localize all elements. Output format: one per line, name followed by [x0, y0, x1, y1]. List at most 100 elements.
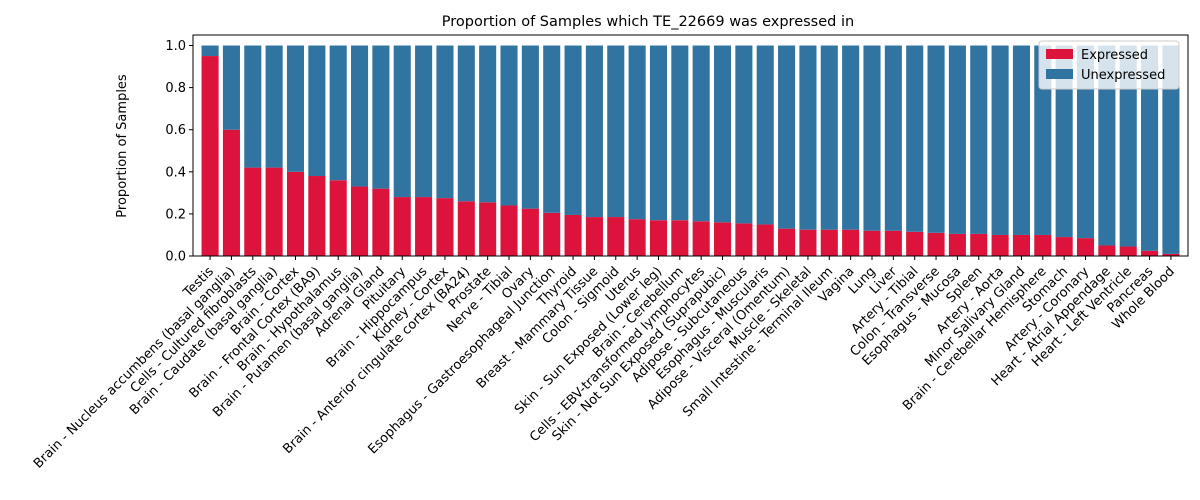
- bar-expressed: [479, 202, 497, 256]
- bar-unexpressed: [457, 45, 475, 202]
- bar-unexpressed: [585, 45, 603, 218]
- bar-expressed: [713, 222, 732, 256]
- bar-unexpressed: [863, 45, 881, 231]
- bar-expressed: [799, 229, 817, 256]
- bar-unexpressed: [778, 45, 796, 229]
- bar-unexpressed: [649, 45, 668, 221]
- bar-unexpressed: [415, 45, 433, 198]
- bar-expressed: [1119, 246, 1137, 256]
- bar-unexpressed: [244, 45, 262, 168]
- bar-unexpressed: [564, 45, 582, 215]
- bar-expressed: [286, 171, 305, 256]
- bar-unexpressed: [948, 45, 966, 234]
- bar-expressed: [820, 229, 838, 256]
- bar-expressed: [628, 219, 646, 256]
- bar-expressed: [457, 201, 475, 256]
- bar-unexpressed: [222, 45, 240, 130]
- bar-unexpressed: [521, 45, 539, 209]
- bar-expressed: [778, 228, 796, 256]
- bar-unexpressed: [479, 45, 497, 203]
- bar-expressed: [991, 234, 1009, 256]
- bar-expressed: [649, 220, 668, 256]
- legend-label: Unexpressed: [1081, 68, 1165, 83]
- bar-expressed: [1055, 237, 1073, 256]
- bar-expressed: [1076, 238, 1095, 256]
- bar-expressed: [500, 205, 518, 256]
- bar-unexpressed: [1034, 45, 1052, 235]
- bar-unexpressed: [628, 45, 646, 220]
- chart-title: Proportion of Samples which TE_22669 was…: [442, 14, 854, 30]
- bar-expressed: [884, 230, 902, 256]
- bar-expressed: [1141, 250, 1159, 256]
- bar-unexpressed: [607, 45, 625, 218]
- bar-expressed: [863, 230, 881, 256]
- bar-expressed: [1162, 253, 1180, 256]
- bar-expressed: [671, 220, 689, 256]
- bar-unexpressed: [1098, 45, 1116, 246]
- bar-unexpressed: [308, 45, 326, 177]
- bar-unexpressed: [842, 45, 860, 230]
- bar-unexpressed: [286, 45, 305, 172]
- bar-unexpressed: [756, 45, 774, 225]
- bar-unexpressed: [1076, 45, 1095, 239]
- bar-expressed: [906, 231, 924, 256]
- bar-expressed: [735, 223, 753, 256]
- bar-unexpressed: [500, 45, 518, 206]
- legend-label: Expressed: [1081, 48, 1148, 63]
- bar-unexpressed: [543, 45, 561, 213]
- bar-expressed: [265, 167, 283, 256]
- bar-expressed: [393, 197, 411, 256]
- y-tick-label: 1.0: [165, 39, 186, 54]
- bar-expressed: [372, 188, 390, 256]
- bar-unexpressed: [970, 45, 988, 234]
- y-ticks-group: 0.0 0.2 0.4 0.6 0.8 1.0: [165, 39, 193, 265]
- bar-expressed: [521, 208, 539, 256]
- bar-unexpressed: [906, 45, 924, 232]
- bar-expressed: [842, 229, 860, 256]
- bar-unexpressed: [927, 45, 945, 233]
- bar-expressed: [948, 233, 966, 256]
- bars-group: [201, 45, 1180, 256]
- bar-expressed: [201, 56, 219, 256]
- bar-unexpressed: [201, 45, 219, 57]
- bar-unexpressed: [799, 45, 817, 230]
- y-axis-label: Proportion of Samples: [115, 74, 130, 218]
- bar-expressed: [585, 217, 603, 256]
- bar-unexpressed: [329, 45, 347, 181]
- bar-unexpressed: [991, 45, 1009, 235]
- bar-unexpressed: [713, 45, 732, 223]
- legend-swatch: [1046, 69, 1073, 79]
- legend-box: [1038, 40, 1180, 90]
- bar-unexpressed: [1055, 45, 1073, 238]
- bar-unexpressed: [1141, 45, 1159, 251]
- bar-expressed: [543, 212, 561, 256]
- bar-expressed: [329, 180, 347, 256]
- bar-unexpressed: [436, 45, 454, 199]
- y-tick-label: 0.8: [165, 81, 186, 96]
- bar-unexpressed: [265, 45, 283, 168]
- plot-frame: [192, 34, 1189, 257]
- bar-unexpressed: [372, 45, 390, 189]
- bar-expressed: [564, 214, 582, 256]
- bar-unexpressed: [692, 45, 710, 222]
- bar-unexpressed: [1012, 45, 1030, 235]
- bar-unexpressed: [671, 45, 689, 221]
- bar-expressed: [308, 176, 326, 256]
- bar-unexpressed: [393, 45, 411, 198]
- bar-unexpressed: [1162, 45, 1180, 254]
- bar-expressed: [436, 198, 454, 256]
- bar-expressed: [222, 129, 240, 256]
- bar-expressed: [1034, 234, 1052, 256]
- bar-unexpressed: [1119, 45, 1137, 247]
- bar-expressed: [1098, 245, 1116, 256]
- bar-unexpressed: [884, 45, 902, 231]
- y-tick-label: 0.6: [165, 123, 186, 138]
- bar-unexpressed: [735, 45, 753, 224]
- y-tick-label: 0.2: [165, 207, 186, 222]
- axes-group: [192, 34, 1189, 257]
- bar-expressed: [244, 167, 262, 256]
- bar-expressed: [351, 186, 369, 256]
- bar-expressed: [1012, 234, 1030, 256]
